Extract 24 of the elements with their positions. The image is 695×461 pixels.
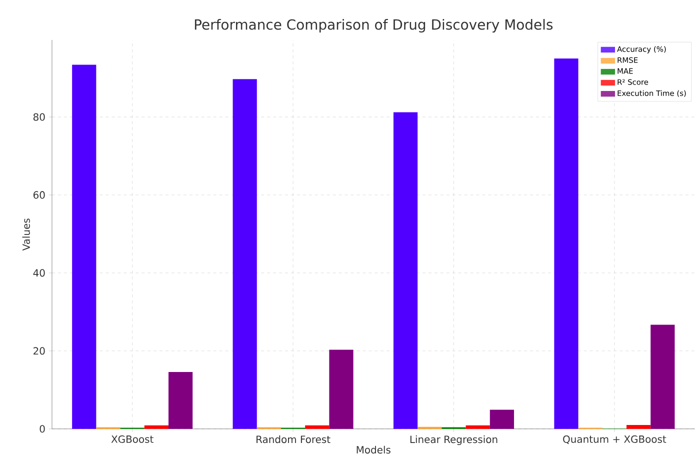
- y-axis-title: Values: [22, 218, 30, 251]
- x-tick-label: XGBoost: [111, 435, 154, 443]
- bar: [650, 324, 675, 429]
- bar: [168, 372, 193, 429]
- x-tick-label: Quantum + XGBoost: [563, 435, 666, 444]
- bar: [329, 350, 354, 429]
- bar: [626, 425, 651, 429]
- bar: [554, 58, 578, 429]
- y-tick-label: 80: [33, 113, 45, 121]
- y-tick-label: 20: [34, 347, 45, 355]
- bar: [393, 112, 418, 429]
- bar: [232, 79, 257, 429]
- x-axis-title: Models: [356, 446, 390, 454]
- chart-title: Performance Comparison of Drug Discovery Models: [194, 19, 553, 33]
- y-tick-label: 60: [34, 191, 45, 199]
- bar: [466, 425, 490, 429]
- x-tick-label: Random Forest: [256, 435, 330, 444]
- bar: [72, 64, 96, 429]
- x-tick-label: Linear Regression: [410, 435, 498, 446]
- bar: [490, 410, 514, 429]
- y-tick-label: 0: [40, 425, 45, 433]
- y-tick-label: 40: [33, 269, 45, 277]
- bar: [305, 425, 330, 429]
- bar: [144, 425, 168, 429]
